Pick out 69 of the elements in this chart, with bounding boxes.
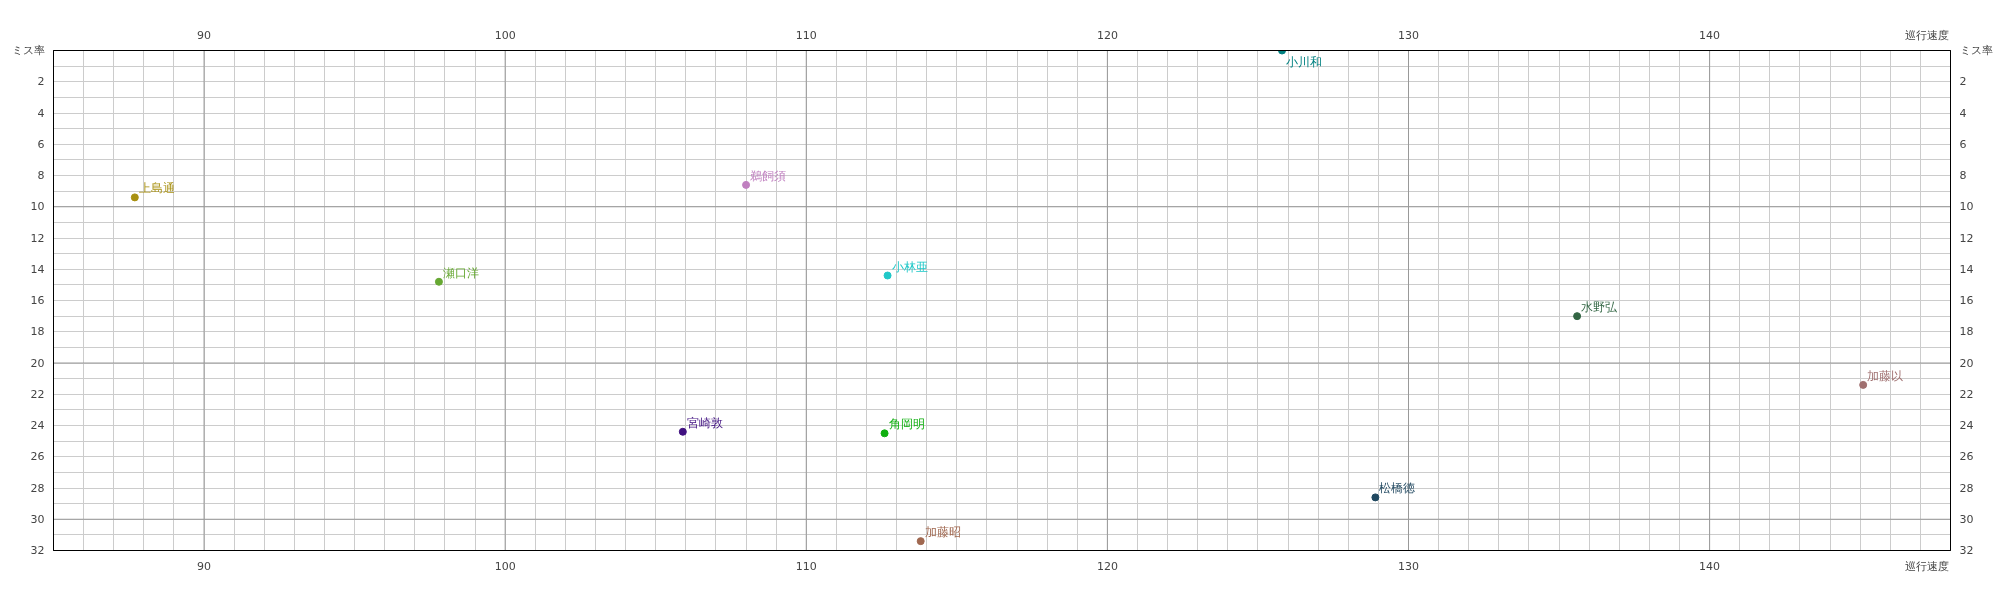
point <box>916 537 925 546</box>
y2-tick-label: 2 <box>1959 75 1967 89</box>
series-label: 加藤昭 <box>924 525 961 540</box>
y-tick-label: 24 <box>30 419 45 432</box>
x-tick-label: 110 <box>795 559 817 573</box>
y2-tick-label: 8 <box>1959 169 1967 182</box>
point <box>678 427 687 436</box>
x-tick-label: 130 <box>1398 559 1419 573</box>
y2-tick-label: 28 <box>1959 481 1974 495</box>
x2-tick-label: 120 <box>1096 28 1118 42</box>
point <box>1371 493 1380 502</box>
y2-tick-label: 24 <box>1959 419 1974 432</box>
x2-tick-label: 110 <box>795 28 817 42</box>
x2-tick-label: 90 <box>197 28 212 42</box>
series-label: 小川和 <box>1286 54 1323 69</box>
point <box>130 193 139 202</box>
point <box>434 277 443 286</box>
y-tick-label: 22 <box>30 387 45 401</box>
point <box>1859 380 1868 389</box>
y2-tick-label: 16 <box>1959 294 1974 307</box>
point <box>883 271 892 280</box>
x2-tick-label: 140 <box>1699 28 1721 42</box>
series-label: 加藤以 <box>1867 368 1904 383</box>
y-tick-label: 12 <box>30 231 45 245</box>
y-tick-label: 26 <box>30 450 45 464</box>
y2-tick-label: 20 <box>1959 356 1974 370</box>
y2-tick-label: 6 <box>1959 137 1967 151</box>
series-label: 小林亜 <box>891 259 928 274</box>
x2-tick-label: 130 <box>1398 28 1419 42</box>
series-label: 上島通 <box>138 181 175 196</box>
x-axis-title: 巡行速度 <box>1904 559 1949 573</box>
series-label: 瀬口洋 <box>442 265 479 280</box>
y-tick-label: 10 <box>30 200 45 214</box>
x-tick-label: 140 <box>1699 559 1721 573</box>
y-tick-label: 18 <box>30 325 45 339</box>
point <box>880 429 889 438</box>
series-label: 角岡明 <box>888 417 925 432</box>
x-tick-label: 100 <box>494 559 516 573</box>
y-tick-label: 28 <box>30 481 45 495</box>
x-tick-label: 90 <box>197 559 212 573</box>
series-label: 宮崎敦 <box>686 415 723 430</box>
y-axis-title: ミス率 <box>11 44 45 57</box>
point <box>742 180 751 189</box>
y-tick-label: 8 <box>37 169 45 182</box>
y-tick-label: 16 <box>30 294 45 307</box>
series-label: 鵜飼須 <box>750 168 787 183</box>
y2-tick-label: 18 <box>1959 325 1974 339</box>
y-tick-label: 2 <box>37 75 45 89</box>
y2-tick-label: 14 <box>1959 262 1974 276</box>
y2-tick-label: 30 <box>1959 512 1974 526</box>
y2-tick-label: 4 <box>1959 106 1967 120</box>
series-label: 水野弘 <box>1581 300 1619 315</box>
y-tick-label: 30 <box>30 512 45 526</box>
series-label: 松橋徳 <box>1379 481 1416 496</box>
y-tick-label: 6 <box>37 137 45 151</box>
point <box>1573 312 1582 321</box>
y2-tick-label: 12 <box>1959 231 1974 245</box>
x2-axis-title: 巡行速度 <box>1904 28 1949 42</box>
y-tick-label: 4 <box>37 106 45 120</box>
x2-tick-label: 100 <box>494 28 516 42</box>
y-tick-label: 32 <box>30 544 45 557</box>
y-tick-label: 20 <box>30 356 45 370</box>
y2-axis-title: ミス率 <box>1959 44 1993 57</box>
y2-tick-label: 32 <box>1959 544 1974 557</box>
y2-tick-label: 10 <box>1959 200 1974 214</box>
y2-tick-label: 22 <box>1959 387 1974 401</box>
y-tick-label: 14 <box>30 262 45 276</box>
y2-tick-label: 26 <box>1959 450 1974 464</box>
x-tick-label: 120 <box>1096 559 1118 573</box>
